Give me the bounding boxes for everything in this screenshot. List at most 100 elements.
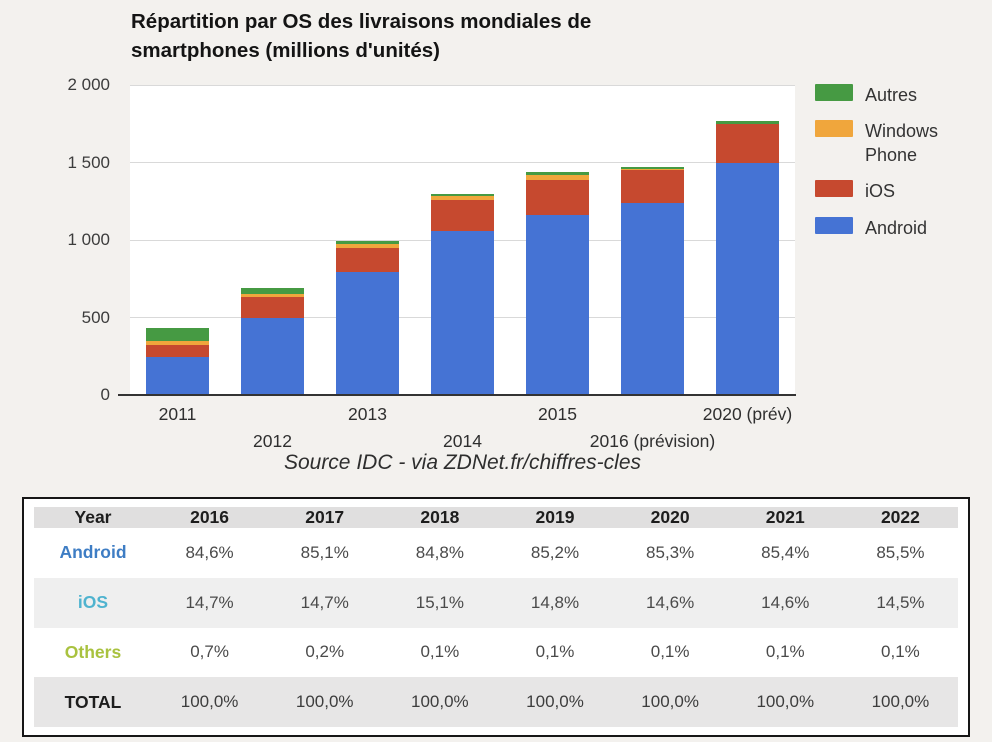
bar-segment-windows-phone — [526, 174, 589, 180]
legend-color-chip — [815, 84, 853, 101]
bar-2013 — [336, 85, 399, 395]
table-cell: 84,6% — [185, 542, 234, 562]
bar-2020 (prév) — [716, 85, 779, 395]
bar-segment-android — [241, 317, 304, 395]
chart-legend: Autres Windows Phone iOS Android — [815, 84, 951, 240]
x-tick-label: 2012 — [253, 431, 292, 451]
legend-item-autres: Autres — [815, 84, 951, 107]
table-row-android: Android 84,6% 85,1% 84,8% 85,2% 85,3% 85,4% 85,… — [34, 528, 958, 578]
bar-2016 (prévision) — [621, 85, 684, 395]
table-cell: 100,0% — [411, 692, 469, 712]
col-header-2019: 2019 — [535, 507, 575, 527]
market-share-table: Year 2016 2017 2018 2019 2020 2021 2022 Android… — [34, 507, 958, 727]
table-cell: 0,1% — [650, 642, 690, 662]
bar-segment-ios — [431, 199, 494, 231]
col-header-2016: 2016 — [190, 507, 230, 527]
table-cell: 85,4% — [761, 542, 810, 562]
bar-2011 — [146, 85, 209, 395]
col-header-2021: 2021 — [765, 507, 805, 527]
bar-segment-autres — [621, 167, 684, 169]
x-tick-label: 2020 (prév) — [702, 404, 793, 424]
chart-title: Répartition par OS des livraisons mondia… — [131, 7, 811, 65]
bar-segment-ios — [146, 344, 209, 358]
y-tick-label: 2 000 — [67, 75, 110, 94]
bar-segment-android — [336, 271, 399, 395]
table-body: Android 84,6% 85,1% 84,8% 85,2% 85,3% 85,4% 85,… — [34, 528, 958, 727]
bar-segment-autres — [431, 193, 494, 196]
table-cell: 14,8% — [530, 592, 580, 612]
table-row-ios: iOS 14,7% 14,7% 15,1% 14,8% 14,6% 14,6% 14,5% — [34, 577, 958, 628]
bar-2015 — [526, 85, 589, 395]
bar-segment-android — [716, 162, 779, 395]
y-axis: 0 500 1 000 1 500 2 000 — [0, 75, 110, 404]
bar-segment-ios — [716, 123, 779, 163]
bar-segment-windows-phone — [241, 294, 304, 298]
table-cell: 100,0% — [295, 692, 354, 712]
legend-color-chip — [815, 120, 853, 138]
table-cell: 84,8% — [415, 542, 464, 562]
table-cell: 0,7% — [190, 642, 229, 662]
bar-segment-autres — [716, 121, 779, 124]
table-cell: 14,7% — [300, 592, 349, 612]
table-cell: 100,0% — [641, 692, 699, 712]
table-cell: 85,3% — [646, 542, 695, 562]
table-row-total: TOTAL 100,0% 100,0% 100,0% 100,0% 100,0% 100,0… — [34, 677, 958, 727]
x-tick-label: 2011 — [158, 404, 197, 424]
chart-title-line1: Répartition par OS des livraisons mondia… — [131, 10, 592, 33]
table-cell: 100,0% — [180, 692, 239, 712]
row-label: Others — [64, 641, 122, 662]
table-header-row: Year 2016 2017 2018 2019 2020 2021 2022 — [34, 507, 958, 528]
legend-item-ios: iOS — [815, 180, 951, 203]
table-cell: 14,5% — [876, 592, 925, 612]
bar-segment-ios — [336, 247, 399, 272]
legend-item-label: Windows Phone — [865, 121, 939, 165]
col-header-year: Year — [74, 507, 112, 527]
bar-segment-windows-phone — [621, 168, 684, 171]
table-cell: 14,7% — [185, 592, 234, 612]
bar-segment-android — [526, 215, 589, 395]
y-tick-label: 0 — [100, 385, 110, 404]
legend-color-chip — [815, 180, 853, 198]
x-tick-label: 2015 — [538, 404, 577, 424]
x-axis-labels: 2011 2012 2013 2014 2015 2016 (prévision) 2020… — [130, 398, 795, 460]
table-cell: 0,1% — [535, 642, 575, 662]
table-cell: 0,1% — [420, 642, 460, 662]
table-cell: 85,5% — [876, 542, 925, 562]
col-header-2020: 2020 — [650, 507, 690, 527]
table-cell: 0,1% — [881, 642, 920, 662]
bar-segment-windows-phone — [146, 340, 209, 345]
plot-area — [130, 84, 795, 395]
x-tick-label: 2016 (prévision) — [589, 431, 716, 451]
bar-segment-ios — [526, 179, 589, 216]
col-header-2017: 2017 — [305, 507, 345, 527]
table-row-others: Others 0,7% 0,2% 0,1% 0,1% 0,1% 0,1% 0,1% — [34, 628, 958, 678]
bar-segment-windows-phone — [431, 195, 494, 200]
gridline — [130, 162, 795, 163]
legend-item-label: Android — [865, 217, 928, 238]
legend-color-chip — [815, 216, 853, 234]
bar-segment-android — [431, 230, 494, 395]
bar-segment-ios — [621, 170, 684, 203]
gridline — [130, 84, 795, 86]
table-cell: 85,1% — [300, 542, 349, 562]
table-cell: 0,2% — [305, 642, 345, 662]
chart-title-line2: smartphones (millions d'unités) — [131, 39, 440, 62]
table-cell: 100,0% — [526, 692, 584, 712]
y-tick-label: 1 000 — [67, 230, 110, 249]
bar-segment-autres — [336, 240, 399, 244]
table-cell: 100,0% — [871, 692, 930, 712]
bar-segment-windows-phone — [336, 243, 399, 248]
row-label: TOTAL — [64, 691, 122, 712]
market-share-table-container: Year 2016 2017 2018 2019 2020 2021 2022 Android… — [22, 497, 970, 737]
chart-source: Source IDC - via ZDNet.fr/chiffres-cles — [283, 451, 642, 474]
table-cell: 0,1% — [765, 642, 805, 662]
table-cell: 85,2% — [530, 542, 580, 562]
table-cell: 15,1% — [415, 592, 464, 612]
y-tick-label: 500 — [81, 307, 110, 327]
table-cell: 14,6% — [646, 592, 695, 612]
bar-segment-autres — [146, 328, 209, 341]
legend-item-windows-phone: Windows Phone — [815, 120, 951, 167]
y-tick-label: 1 500 — [67, 152, 110, 172]
row-label: iOS — [77, 592, 109, 613]
bar-segment-autres — [526, 171, 589, 175]
